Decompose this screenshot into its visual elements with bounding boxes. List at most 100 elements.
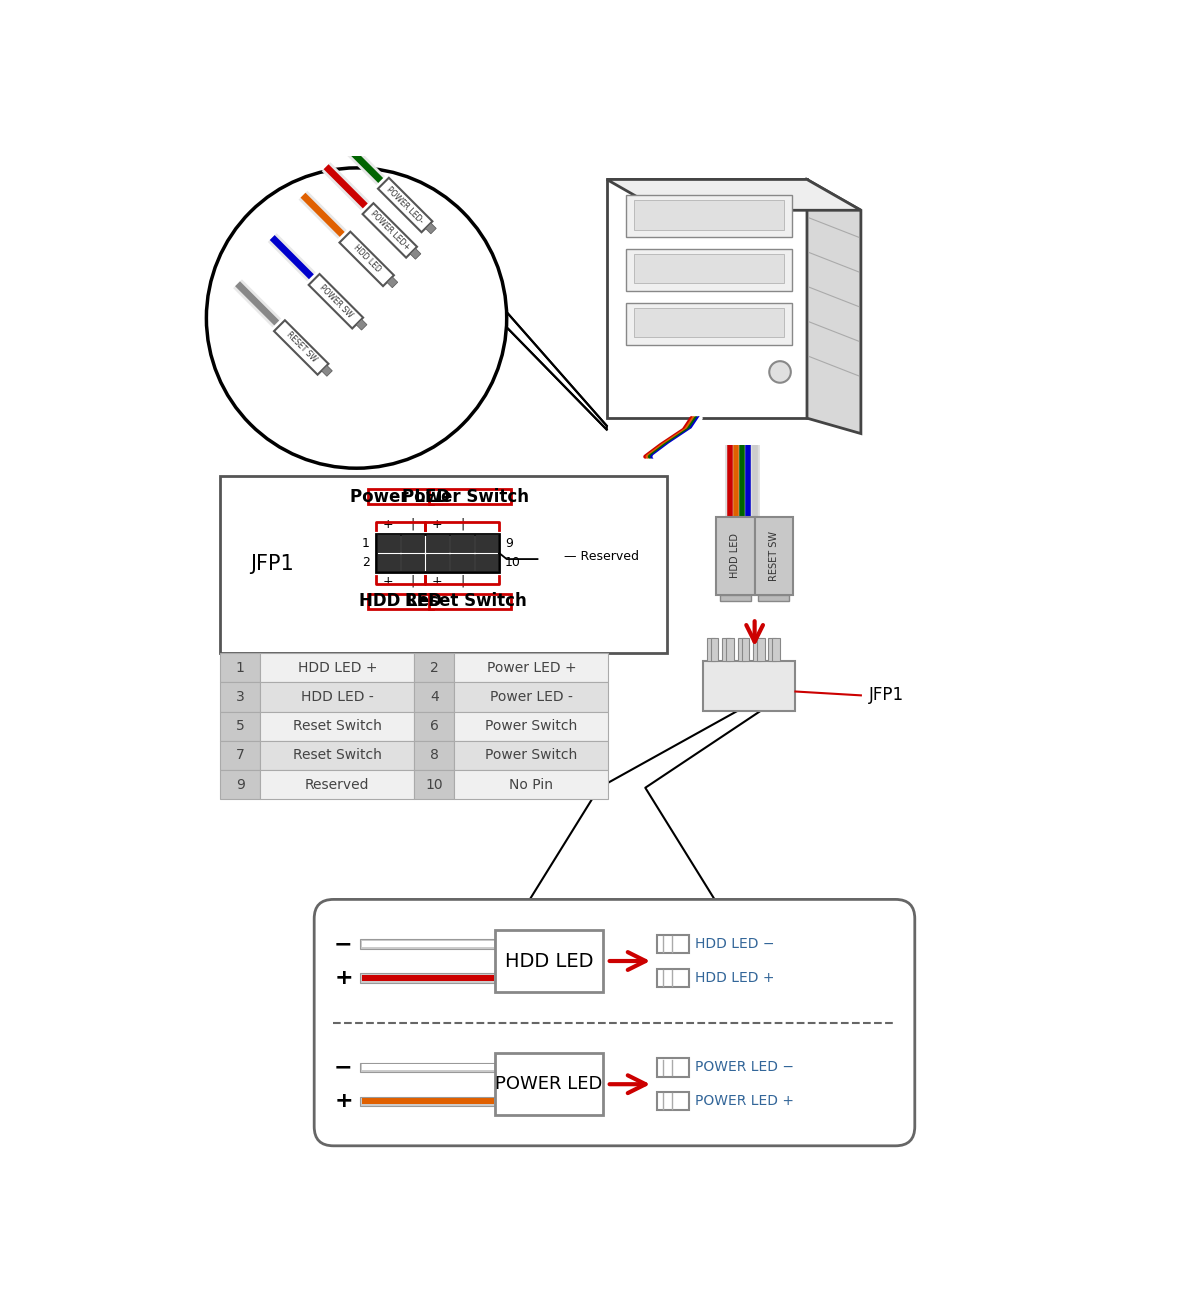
Bar — [414, 741, 454, 770]
Text: Reset Switch: Reset Switch — [405, 593, 526, 610]
Bar — [722, 637, 730, 661]
Bar — [773, 637, 780, 661]
Bar — [426, 554, 448, 572]
Text: 3: 3 — [236, 689, 245, 704]
Bar — [414, 711, 454, 741]
Text: POWER LED+: POWER LED+ — [368, 208, 411, 251]
Text: HDD LED: HDD LED — [352, 244, 383, 275]
Bar — [362, 941, 494, 947]
Text: 9: 9 — [236, 778, 245, 792]
Text: 10: 10 — [505, 556, 521, 569]
Bar — [454, 653, 609, 683]
Text: |: | — [410, 517, 415, 530]
Bar — [360, 1097, 495, 1106]
Bar — [454, 770, 609, 799]
Bar — [657, 934, 689, 954]
Text: Power LED +: Power LED + — [487, 661, 576, 675]
Text: +: + — [383, 575, 393, 588]
Text: 1: 1 — [361, 537, 370, 550]
Text: Power LED -: Power LED - — [490, 689, 573, 704]
Bar — [401, 534, 425, 552]
Text: Reset Switch: Reset Switch — [293, 748, 382, 762]
Polygon shape — [505, 310, 606, 430]
Bar — [495, 1053, 603, 1115]
Bar — [368, 489, 433, 504]
Bar — [377, 554, 399, 572]
Text: POWER LED −: POWER LED − — [695, 1061, 794, 1074]
Bar — [657, 1058, 689, 1076]
Bar — [426, 223, 437, 233]
Bar — [710, 637, 719, 661]
Bar — [414, 683, 454, 711]
Bar — [738, 637, 745, 661]
Bar — [274, 321, 329, 375]
Text: 9: 9 — [505, 537, 513, 550]
Bar — [634, 308, 783, 337]
Text: RESET SW: RESET SW — [285, 331, 318, 365]
Bar — [220, 683, 261, 711]
Text: −: − — [334, 934, 353, 954]
Text: −: − — [334, 1057, 353, 1078]
Bar — [634, 254, 783, 284]
Bar — [360, 973, 495, 982]
Bar — [757, 637, 764, 661]
Bar — [220, 741, 261, 770]
Text: +: + — [334, 968, 353, 988]
Bar — [429, 489, 511, 504]
Bar — [414, 653, 454, 683]
Text: HDD LED −: HDD LED − — [695, 937, 775, 951]
Bar — [362, 1098, 494, 1104]
Text: 7: 7 — [236, 748, 245, 762]
Text: 4: 4 — [429, 689, 439, 704]
Text: Power Switch: Power Switch — [486, 748, 578, 762]
Text: — Reserved: — Reserved — [565, 550, 640, 563]
Bar — [451, 554, 474, 572]
Bar — [362, 1065, 494, 1070]
Text: HDD LED: HDD LED — [731, 533, 740, 579]
Bar — [356, 319, 367, 330]
Bar — [626, 249, 792, 291]
Bar — [261, 770, 414, 799]
Bar — [220, 770, 261, 799]
Bar — [753, 637, 761, 661]
Bar — [376, 534, 499, 572]
Polygon shape — [807, 180, 861, 434]
Text: +: + — [383, 517, 393, 530]
Bar — [340, 232, 393, 287]
Text: RESET SW: RESET SW — [769, 532, 779, 581]
Bar — [716, 517, 755, 595]
Bar — [454, 683, 609, 711]
Bar — [769, 637, 776, 661]
Bar — [726, 637, 734, 661]
Bar — [220, 653, 261, 683]
Bar — [720, 595, 751, 602]
Bar — [634, 201, 783, 229]
Bar — [362, 975, 494, 981]
Bar — [495, 930, 603, 992]
Bar — [626, 195, 792, 237]
Text: HDD LED: HDD LED — [359, 593, 441, 610]
Bar — [261, 683, 414, 711]
Text: Power Switch: Power Switch — [486, 719, 578, 734]
Text: 8: 8 — [429, 748, 439, 762]
Bar — [429, 594, 511, 609]
Bar — [220, 711, 261, 741]
Bar — [360, 1063, 495, 1072]
Polygon shape — [606, 180, 861, 210]
Bar — [454, 741, 609, 770]
Text: POWER SW: POWER SW — [318, 283, 354, 319]
Bar — [606, 180, 807, 418]
Text: Power Switch: Power Switch — [402, 487, 530, 506]
Bar — [401, 554, 425, 572]
Text: 1: 1 — [236, 661, 245, 675]
Text: HDD LED +: HDD LED + — [298, 661, 377, 675]
Bar — [454, 711, 609, 741]
Text: |: | — [410, 575, 415, 588]
Text: JFP1: JFP1 — [250, 555, 294, 575]
Bar — [703, 661, 795, 710]
Text: |: | — [460, 517, 464, 530]
Bar — [261, 741, 414, 770]
Bar — [220, 476, 667, 653]
Bar — [410, 249, 421, 259]
Bar — [657, 1092, 689, 1110]
